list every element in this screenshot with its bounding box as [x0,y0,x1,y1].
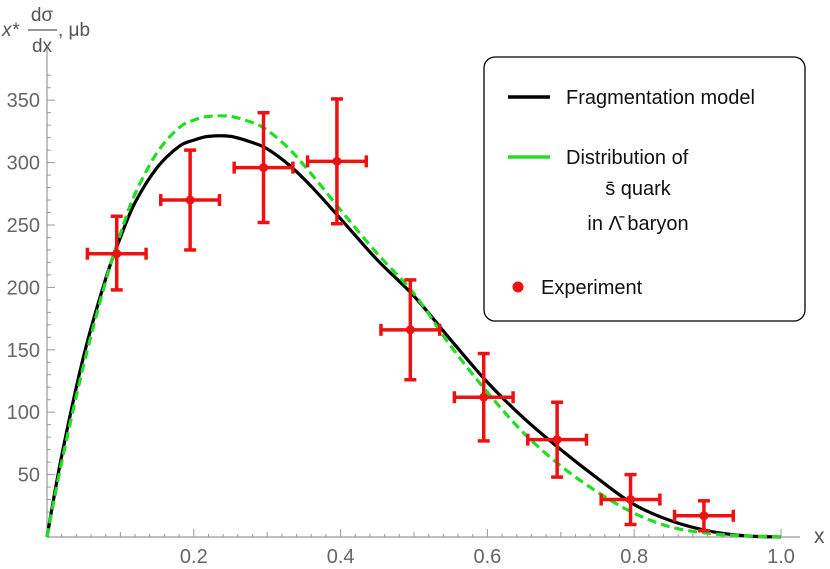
x-axis-label: x [814,525,825,548]
y-tick-label: 300 [7,153,40,175]
legend-label-experiment: Experiment [541,277,643,299]
experiment-point-group [305,97,369,226]
legend-label-quark-distribution-line1: Distribution of [566,147,689,169]
axes [46,48,800,538]
experiment-point-group [672,499,736,533]
y-axis-label: x* dσ dx , μb [1,5,90,57]
y-axis-label-denominator: dx [32,36,53,57]
experiment-point-group [599,472,662,527]
legend-label-quark-distribution-line2: s̄ quark [605,178,672,200]
y-tick-label: 100 [7,402,40,424]
y-axis-label-suffix: , μb [58,20,90,41]
y-axis-label-prefix: x* [1,20,20,41]
series-layer [45,97,782,539]
y-tick-label: 350 [7,90,40,112]
experiment-point-group [232,110,295,225]
experiment-point [552,435,562,445]
experiment-point [185,195,195,205]
x-tick-label: 0.8 [620,546,648,568]
y-tick-label: 50 [18,465,40,487]
experiment-point [332,156,342,166]
legend-label-fragmentation-model: Fragmentation model [566,87,755,109]
experiment-point-group [379,278,442,382]
experiment-point [479,392,489,402]
legend-swatch-experiment [512,281,524,293]
experiment-point-group [85,214,148,292]
legend: Fragmentation model Distribution of s̄ q… [483,56,806,322]
x-tick-label: 1.0 [767,546,795,568]
experiment-point-group [452,351,515,443]
tick-marks: 0.2 0.4 0.6 0.8 1.0 50 100 150 200 250 300 350 [7,74,795,568]
experiment-point-group [159,148,222,252]
y-tick-label: 250 [7,215,40,237]
experiment-point [405,325,415,335]
y-tick-label: 150 [7,340,40,362]
legend-label-quark-distribution-line3: in Λ̄ baryon [587,213,688,235]
experiment-point [112,249,122,259]
experiment-point [699,511,709,521]
y-axis-label-numerator: dσ [31,5,54,26]
experiment-point-group [526,400,589,479]
x-tick-label: 0.2 [180,546,208,568]
x-tick-label: 0.4 [327,546,355,568]
experiment-point [626,495,636,505]
y-tick-label: 200 [7,277,40,299]
legend-box [483,56,806,322]
x-tick-label: 0.6 [473,546,501,568]
experiment-point [259,163,269,173]
